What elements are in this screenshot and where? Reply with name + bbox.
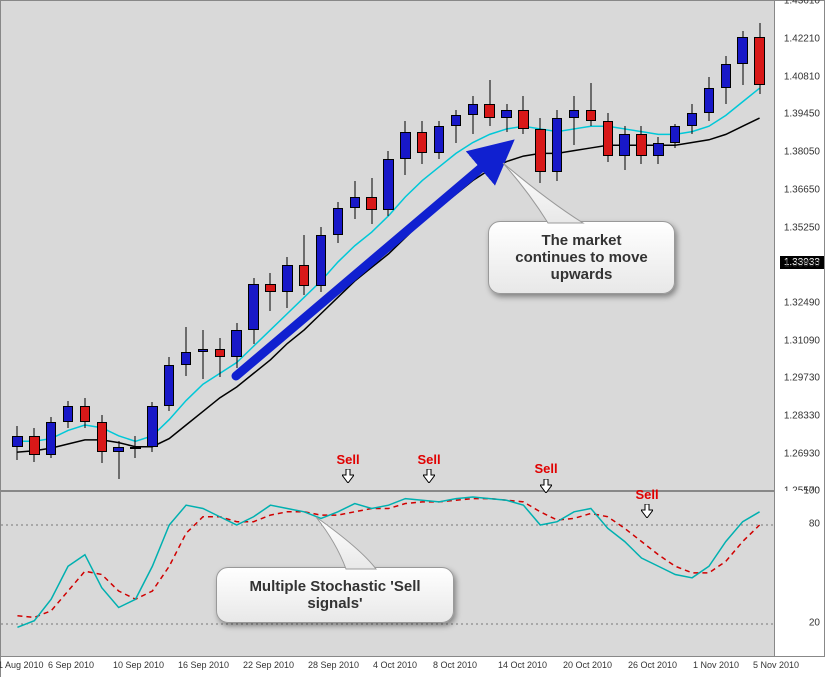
candle-bearish [754,1,764,491]
candle-bullish [130,1,140,491]
candle-bullish [248,1,258,491]
price-tick: 1.32490 [784,298,820,309]
candle-bullish [451,1,461,491]
candle-bearish [215,1,225,491]
candle-bullish [704,1,714,491]
callout-line: upwards [503,266,660,283]
price-tick: 1.35250 [784,223,820,234]
candle-bullish [231,1,241,491]
indicator-tick: 80 [809,519,820,530]
candle-bullish [164,1,174,491]
callout-stochastic-sell: Multiple Stochastic 'Sell signals' [216,567,454,623]
candle-bullish [113,1,123,491]
candle-bullish [282,1,292,491]
sell-label: Sell [635,487,658,502]
price-tick: 1.33930 [784,258,820,269]
price-tick: 1.29730 [784,373,820,384]
candle-bullish [147,1,157,491]
sell-label: Sell [534,461,557,476]
callout-line: The market [503,232,660,249]
candle-bullish [46,1,56,491]
sell-label: Sell [417,452,440,467]
candle-bullish [333,1,343,491]
x-tick: 4 Oct 2010 [373,660,417,670]
candle-bullish [350,1,360,491]
x-tick: 16 Sep 2010 [178,660,229,670]
x-tick: 31 Aug 2010 [0,660,44,670]
sell-label: Sell [336,452,359,467]
candle-bullish [198,1,208,491]
sell-arrow-icon [423,469,435,488]
chart-container: 1.33933 1.436101.422101.408101.394501.38… [0,0,825,677]
x-tick: 1 Nov 2010 [693,660,739,670]
x-tick: 6 Sep 2010 [48,660,94,670]
indicator-y-axis: 1008020 [774,491,824,656]
indicator-tick: 100 [803,486,820,497]
candle-bullish [721,1,731,491]
callout-line: signals' [231,595,439,612]
candle-bearish [80,1,90,491]
price-tick: 1.26930 [784,449,820,460]
price-tick: 1.28330 [784,411,820,422]
x-axis: 31 Aug 2010 6 Sep 2010 10 Sep 2010 16 Sep 2… [1,656,825,678]
x-tick: 22 Sep 2010 [243,660,294,670]
x-tick: 26 Oct 2010 [628,660,677,670]
candle-bearish [265,1,275,491]
candle-bullish [383,1,393,491]
x-tick: 20 Oct 2010 [563,660,612,670]
x-tick: 5 Nov 2010 [753,660,799,670]
candle-bullish [12,1,22,491]
candle-bearish [29,1,39,491]
sell-arrow-icon [641,504,653,523]
price-tick: 1.36650 [784,185,820,196]
candle-bullish [316,1,326,491]
indicator-tick: 20 [809,618,820,629]
callout-line: Multiple Stochastic 'Sell [231,578,439,595]
price-tick: 1.39450 [784,108,820,119]
x-tick: 14 Oct 2010 [498,660,547,670]
x-tick: 8 Oct 2010 [433,660,477,670]
callout-line: continues to move [503,249,660,266]
x-tick: 28 Sep 2010 [308,660,359,670]
price-tick: 1.31090 [784,336,820,347]
candle-bullish [468,1,478,491]
sell-arrow-icon [540,479,552,498]
price-tick: 1.38050 [784,147,820,158]
candle-bullish [181,1,191,491]
price-tick: 1.40810 [784,72,820,83]
sell-arrow-icon [342,469,354,488]
callout-market-upwards: The market continues to move upwards [488,221,675,294]
candle-bullish [63,1,73,491]
candle-bullish [434,1,444,491]
price-tick: 1.43610 [784,0,820,7]
candle-bearish [417,1,427,491]
candle-bullish [400,1,410,491]
candle-bearish [299,1,309,491]
price-y-axis: 1.33933 1.436101.422101.408101.394501.38… [774,1,824,491]
candle-bearish [366,1,376,491]
price-tick: 1.42210 [784,34,820,45]
candle-bearish [97,1,107,491]
candle-bullish [687,1,697,491]
candle-bullish [737,1,747,491]
x-tick: 10 Sep 2010 [113,660,164,670]
